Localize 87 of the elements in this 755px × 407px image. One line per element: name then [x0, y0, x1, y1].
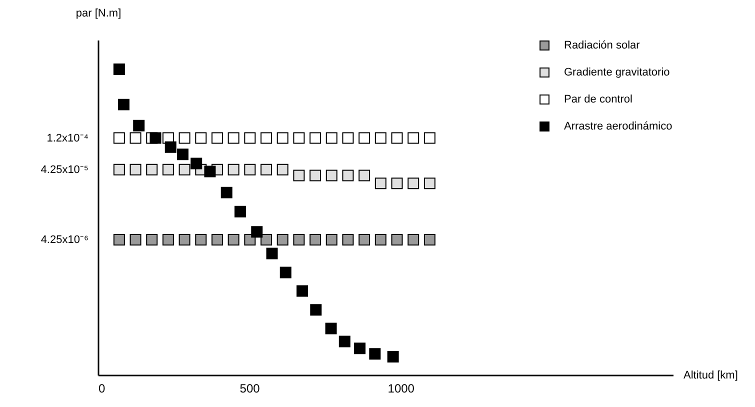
point	[358, 170, 370, 182]
point	[358, 132, 370, 144]
point	[424, 132, 436, 144]
point	[374, 132, 386, 144]
point	[190, 158, 202, 170]
point	[133, 120, 145, 132]
point	[354, 342, 366, 354]
point	[374, 234, 386, 246]
point	[310, 234, 322, 246]
point	[276, 132, 288, 144]
point	[325, 322, 337, 334]
point	[266, 248, 278, 260]
point	[130, 234, 142, 246]
point	[260, 164, 272, 176]
point	[342, 132, 354, 144]
point	[369, 348, 381, 360]
x-axis-title: Altitud [km]	[684, 370, 738, 382]
y-tick-label: 4.25x10⁻⁶	[40, 234, 88, 246]
legend-label: Par de control	[564, 94, 632, 106]
point	[293, 132, 305, 144]
point	[178, 164, 190, 176]
point	[326, 132, 338, 144]
point	[130, 164, 142, 176]
legend-label: Gradiente gravitatorio	[564, 66, 670, 78]
legend-label: Radiación solar	[564, 40, 640, 52]
point	[310, 304, 322, 316]
point	[164, 141, 176, 153]
point	[113, 132, 125, 144]
point	[195, 234, 207, 246]
y-axis-title: par [N.m]	[76, 8, 122, 20]
point	[228, 132, 240, 144]
x-tick-label: 0	[98, 382, 106, 396]
point	[118, 98, 130, 110]
x-tick-label: 1000	[388, 382, 415, 396]
point	[146, 234, 158, 246]
point	[276, 234, 288, 246]
point	[234, 206, 246, 218]
point	[244, 132, 256, 144]
point	[162, 234, 174, 246]
point	[408, 234, 420, 246]
point	[260, 234, 272, 246]
point	[408, 132, 420, 144]
point	[150, 132, 162, 144]
point	[342, 234, 354, 246]
point	[387, 351, 399, 363]
point	[113, 234, 125, 246]
point	[391, 132, 403, 144]
point	[220, 186, 232, 198]
point	[228, 234, 240, 246]
point	[391, 234, 403, 246]
point	[338, 336, 350, 348]
point	[342, 170, 354, 182]
point	[204, 166, 216, 178]
point	[276, 164, 288, 176]
x-tick-label: 500	[240, 382, 260, 396]
point	[176, 148, 188, 160]
point	[113, 63, 125, 75]
point	[251, 226, 263, 238]
point	[310, 170, 322, 182]
point	[293, 234, 305, 246]
point	[211, 132, 223, 144]
point	[211, 234, 223, 246]
point	[424, 178, 436, 190]
point	[130, 132, 142, 144]
y-tick-label: 1.2x10⁻⁴	[46, 132, 89, 145]
point	[195, 132, 207, 144]
point	[296, 285, 308, 297]
point	[326, 234, 338, 246]
point	[280, 266, 292, 278]
point	[244, 164, 256, 176]
point	[293, 170, 305, 182]
y-tick-label: 4.25x10⁻⁵	[40, 164, 88, 176]
point	[408, 178, 420, 190]
point	[391, 178, 403, 190]
point	[178, 132, 190, 144]
legend-label: Arrastre aerodinámico	[564, 120, 672, 132]
point	[424, 234, 436, 246]
point	[326, 170, 338, 182]
point	[358, 234, 370, 246]
point	[374, 178, 386, 190]
point	[113, 164, 125, 176]
point	[228, 164, 240, 176]
point	[146, 164, 158, 176]
point	[310, 132, 322, 144]
point	[162, 164, 174, 176]
point	[178, 234, 190, 246]
point	[260, 132, 272, 144]
